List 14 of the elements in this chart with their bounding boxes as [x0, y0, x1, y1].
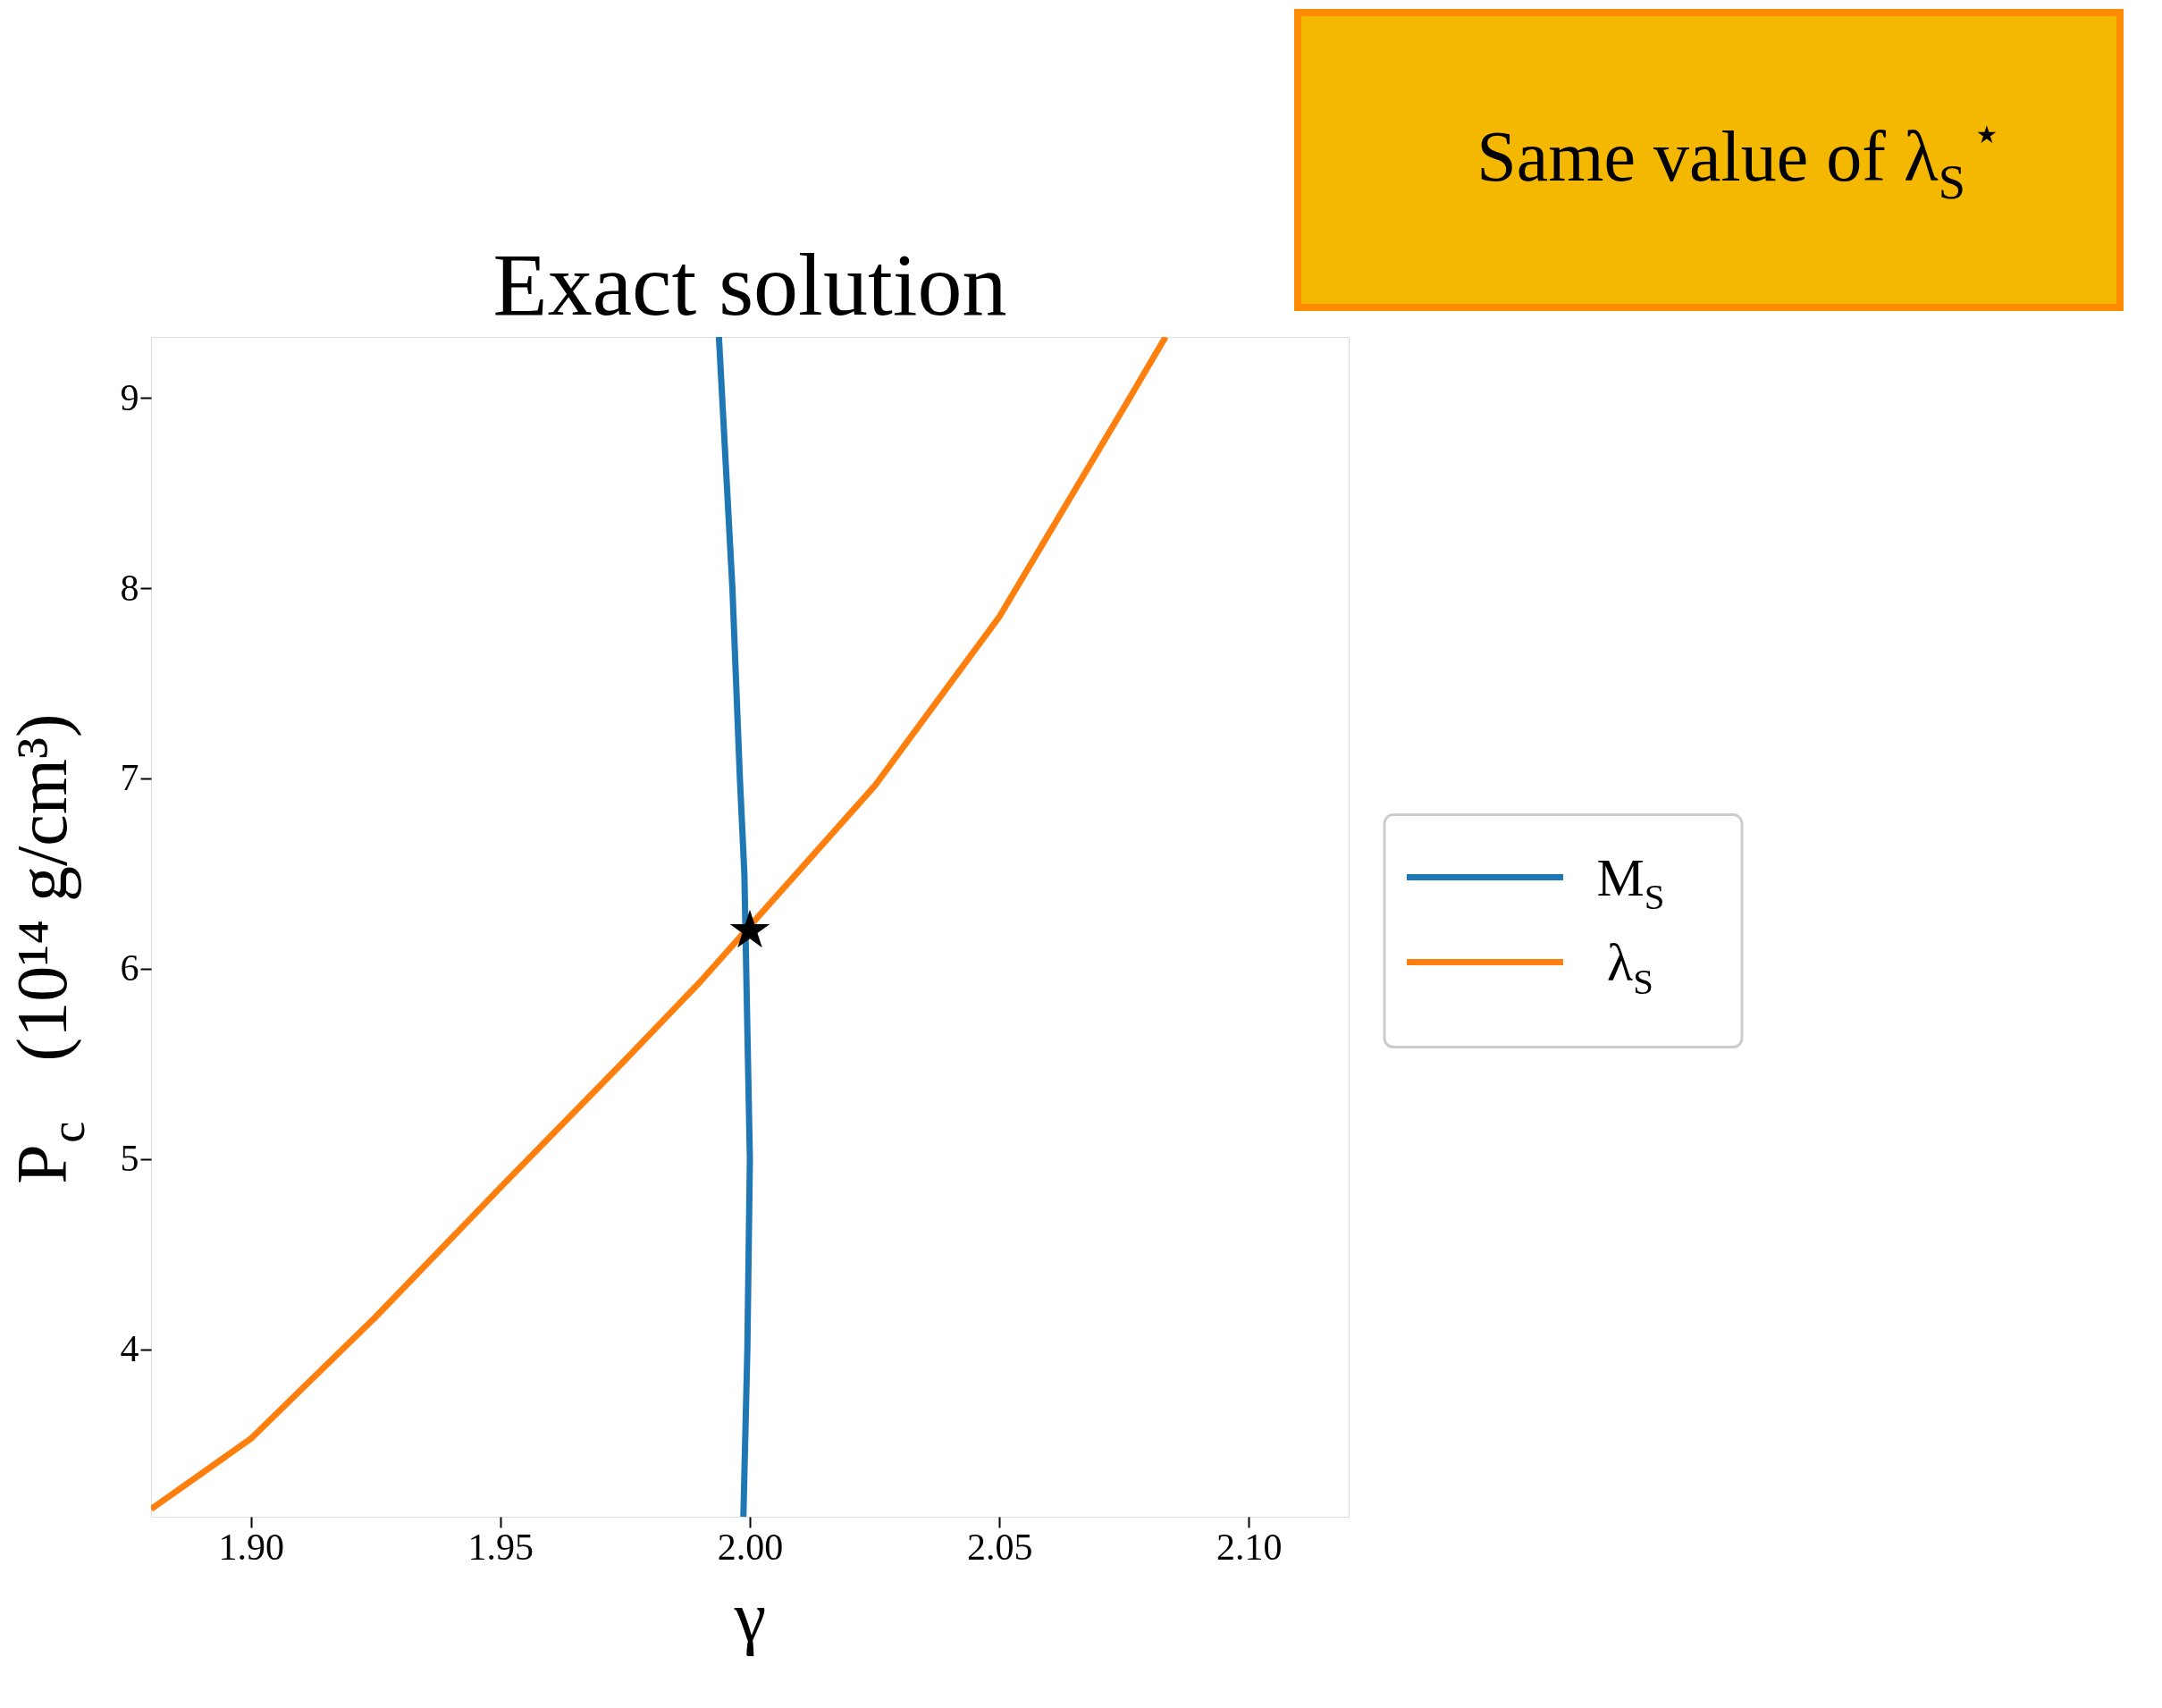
x-axis-title: γ: [733, 1577, 767, 1656]
x-tick-label: 1.95: [467, 1526, 534, 1568]
y-tick-label: 6: [120, 947, 139, 989]
x-tick-label: 2.10: [1216, 1526, 1283, 1568]
x-tick-label: 2.05: [966, 1526, 1033, 1568]
y-tick-label: 4: [120, 1328, 139, 1370]
y-tick-label: 5: [120, 1138, 139, 1180]
y-tick-label: 9: [120, 376, 139, 418]
x-tick-label: 2.00: [717, 1526, 784, 1568]
y-tick-label: 8: [120, 567, 139, 609]
text: Pc (10¹⁴ g/cm³): [3, 713, 95, 1184]
y-tick-label: 7: [120, 757, 139, 799]
x-tick-label: 1.90: [218, 1526, 284, 1568]
chart-title: Exact solution: [492, 235, 1007, 334]
